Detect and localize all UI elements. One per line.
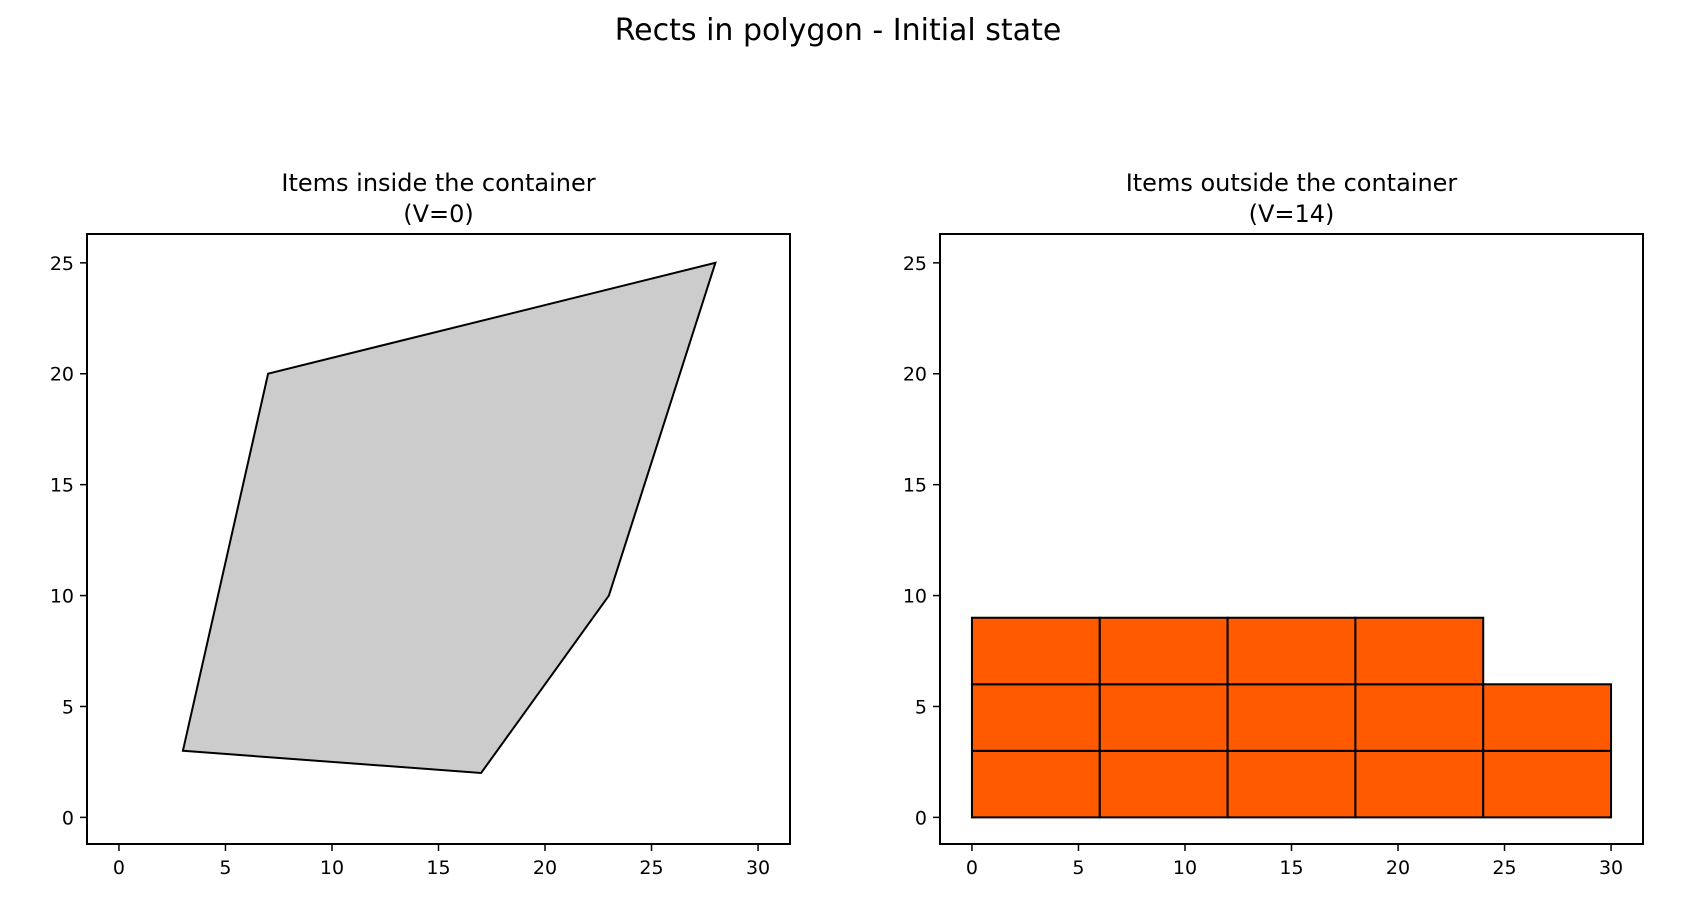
x-tick-label: 5 — [219, 857, 231, 879]
item-rect-12 — [1098, 616, 1229, 686]
figure-title: Rects in polygon - Initial state — [615, 13, 1062, 48]
axes-title-line: (V=0) — [403, 200, 474, 228]
item-rect-11 — [970, 616, 1101, 686]
x-tick-label: 30 — [1599, 857, 1623, 879]
item-rect-1 — [970, 749, 1101, 819]
x-tick-label: 10 — [320, 857, 344, 879]
item-rect-13 — [1226, 616, 1357, 686]
y-tick-label: 10 — [903, 586, 927, 608]
x-tick-label: 5 — [1072, 857, 1084, 879]
axes-title-line: Items outside the container — [1126, 169, 1458, 197]
x-tick-label: 10 — [1173, 857, 1197, 879]
y-tick-label: 25 — [903, 253, 927, 275]
x-tick-label: 0 — [113, 857, 125, 879]
y-tick-label: 20 — [50, 364, 74, 386]
y-tick-label: 5 — [62, 696, 74, 718]
item-rect-6 — [970, 683, 1101, 752]
chart-panels: Items inside the container (V=0) 0 5 10 15 20 2… — [50, 169, 1644, 879]
y-tick-label: 15 — [50, 475, 74, 497]
x-tick-label: 25 — [639, 857, 663, 879]
x-tick-label: 15 — [1279, 857, 1303, 879]
y-tick-label: 20 — [903, 364, 927, 386]
item-rect-10 — [1482, 683, 1613, 752]
item-rect-2 — [1098, 749, 1229, 819]
container-polygon — [181, 261, 717, 775]
item-rect-3 — [1226, 749, 1357, 819]
chart-panel-2: Items outside the container (V=14) 0 5 10 15 2… — [903, 169, 1644, 879]
y-tick-label: 25 — [50, 253, 74, 275]
item-rect-9 — [1354, 683, 1485, 752]
x-tick-label: 20 — [533, 857, 557, 879]
item-rect-7 — [1098, 683, 1229, 752]
item-rect-5 — [1482, 749, 1613, 819]
y-tick-label: 0 — [915, 807, 927, 829]
item-rect-4 — [1354, 749, 1485, 819]
item-rect-14 — [1354, 616, 1485, 686]
y-tick-label: 0 — [62, 807, 74, 829]
x-tick-label: 25 — [1492, 857, 1516, 879]
y-tick-label: 5 — [915, 696, 927, 718]
y-tick-label: 15 — [903, 475, 927, 497]
axes-title-line: (V=14) — [1249, 200, 1335, 228]
item-rect-8 — [1226, 683, 1357, 752]
y-tick-label: 10 — [50, 586, 74, 608]
x-tick-label: 30 — [746, 857, 770, 879]
axes-title-line: Items inside the container — [281, 169, 595, 197]
x-tick-label: 0 — [966, 857, 978, 879]
chart-panel-1: Items inside the container (V=0) 0 5 10 15 20 2… — [50, 169, 791, 879]
x-tick-label: 20 — [1386, 857, 1410, 879]
x-tick-label: 15 — [426, 857, 450, 879]
